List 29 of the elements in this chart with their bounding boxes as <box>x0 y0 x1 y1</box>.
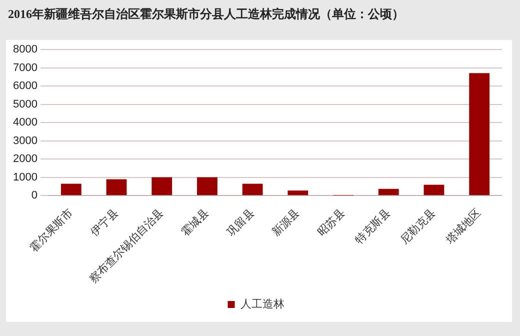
chart-title: 2016年新疆维吾尔自治区霍尔果斯市分县人工造林完成情况（单位：公顷） <box>8 6 404 23</box>
x-tick-label: 霍城县 <box>178 206 212 239</box>
x-tick-label: 霍尔果斯市 <box>27 206 76 254</box>
y-tick-label: 7000 <box>12 62 38 74</box>
legend-label: 人工造林 <box>240 297 284 310</box>
bar <box>197 177 218 196</box>
bar <box>152 177 172 196</box>
bar <box>469 73 490 196</box>
x-tick-label: 特克斯县 <box>352 206 393 247</box>
bar <box>242 184 263 196</box>
y-tick-label: 0 <box>31 190 38 202</box>
x-tick-label: 伊宁县 <box>88 206 121 239</box>
x-tick-label: 巩留县 <box>224 207 257 239</box>
y-tick-label: 6000 <box>12 80 38 92</box>
bar <box>60 184 82 196</box>
bar <box>424 184 444 196</box>
bar <box>106 179 127 196</box>
y-tick-label: 2000 <box>12 153 38 166</box>
x-tick-label: 塔城地区 <box>442 206 484 248</box>
x-tick-label: 昭苏县 <box>314 206 348 239</box>
y-tick-label: 4000 <box>12 116 38 129</box>
x-tick-label: 新源县 <box>270 206 302 239</box>
x-tick-label: 尼勒克县 <box>398 206 438 247</box>
y-tick-label: 1000 <box>12 171 38 184</box>
bar <box>288 190 308 196</box>
y-tick-label: 5000 <box>12 98 38 110</box>
bar <box>378 188 399 196</box>
y-tick-label: 8000 <box>12 44 38 56</box>
y-tick-label: 3000 <box>12 134 38 147</box>
